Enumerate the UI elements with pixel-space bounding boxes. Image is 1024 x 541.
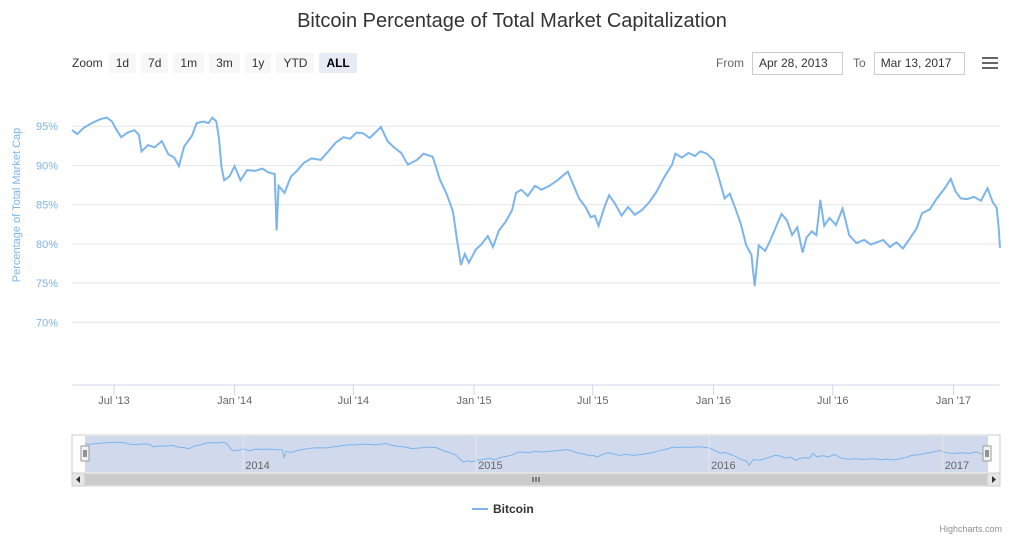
grid-lines (72, 125, 1000, 323)
zoom-button-all[interactable]: ALL (319, 53, 357, 73)
y-axis-ticks: 95% 90% 85% 80% 75% 70% (36, 121, 58, 329)
series-line-bitcoin (71, 116, 1001, 287)
zoom-button-3m[interactable]: 3m (209, 53, 240, 73)
y-tick-label: 90% (36, 160, 58, 172)
x-tick-label: Jul '16 (817, 395, 848, 407)
x-tick-label: Jul '15 (577, 395, 608, 407)
y-tick-label: 80% (36, 239, 58, 251)
from-date-input[interactable] (752, 51, 843, 75)
y-tick-label: 85% (36, 200, 58, 212)
arrow-right-icon (992, 476, 996, 483)
navigator-year-label: 2017 (945, 460, 969, 472)
navigator-year-label: 2015 (478, 460, 502, 472)
x-tick-label: Jan '15 (456, 395, 491, 407)
navigator-selected-range[interactable] (85, 436, 988, 472)
zoom-selector: Zoom 1d 7d 1m 3m 1y YTD ALL (72, 52, 362, 74)
zoom-button-7d[interactable]: 7d (141, 53, 169, 73)
to-label: To (853, 56, 866, 70)
legend-item-bitcoin[interactable]: Bitcoin (472, 502, 534, 516)
x-tick-label: Jan '14 (217, 395, 252, 407)
x-axis-ticks: Jul '13 Jan '14 Jul '14 Jan '15 Jul '15 Jan '… (98, 385, 971, 407)
scrollbar-grip-icon (532, 477, 540, 482)
x-tick-label: Jan '17 (936, 395, 971, 407)
to-date-input[interactable] (873, 51, 965, 75)
zoom-label: Zoom (72, 56, 103, 70)
legend-label: Bitcoin (493, 502, 534, 516)
navigator[interactable]: 2014 2015 2016 2017 (71, 434, 1001, 474)
navigator-year-labels: 2014 2015 2016 2017 (242, 436, 969, 472)
zoom-button-1d[interactable]: 1d (108, 53, 137, 73)
navigator-year-label: 2016 (711, 460, 735, 472)
chart-title: Bitcoin Percentage of Total Market Capit… (297, 10, 727, 32)
navigator-handle-left[interactable] (80, 445, 90, 462)
date-range-selector: From To (716, 51, 975, 75)
navigator-handle-right[interactable] (982, 445, 992, 462)
zoom-button-ytd[interactable]: YTD (276, 53, 315, 73)
y-axis-label: Percentage of Total Market Cap (11, 128, 23, 283)
x-tick-label: Jul '14 (338, 395, 369, 407)
hamburger-menu-icon[interactable] (980, 54, 1000, 72)
x-tick-label: Jan '16 (696, 395, 731, 407)
y-tick-label: 95% (36, 121, 58, 133)
y-tick-label: 70% (36, 317, 58, 329)
arrow-left-icon (76, 476, 80, 483)
x-tick-label: Jul '13 (98, 395, 129, 407)
from-label: From (716, 56, 744, 70)
navigator-frame (71, 434, 1001, 474)
zoom-button-1y[interactable]: 1y (244, 53, 272, 73)
y-tick-label: 75% (36, 278, 58, 290)
navigator-series-line (84, 441, 989, 466)
scrollbar[interactable] (71, 472, 1001, 487)
zoom-button-1m[interactable]: 1m (173, 53, 205, 73)
credits-link[interactable]: Highcharts.com (939, 524, 1002, 534)
navigator-year-label: 2014 (245, 460, 269, 472)
